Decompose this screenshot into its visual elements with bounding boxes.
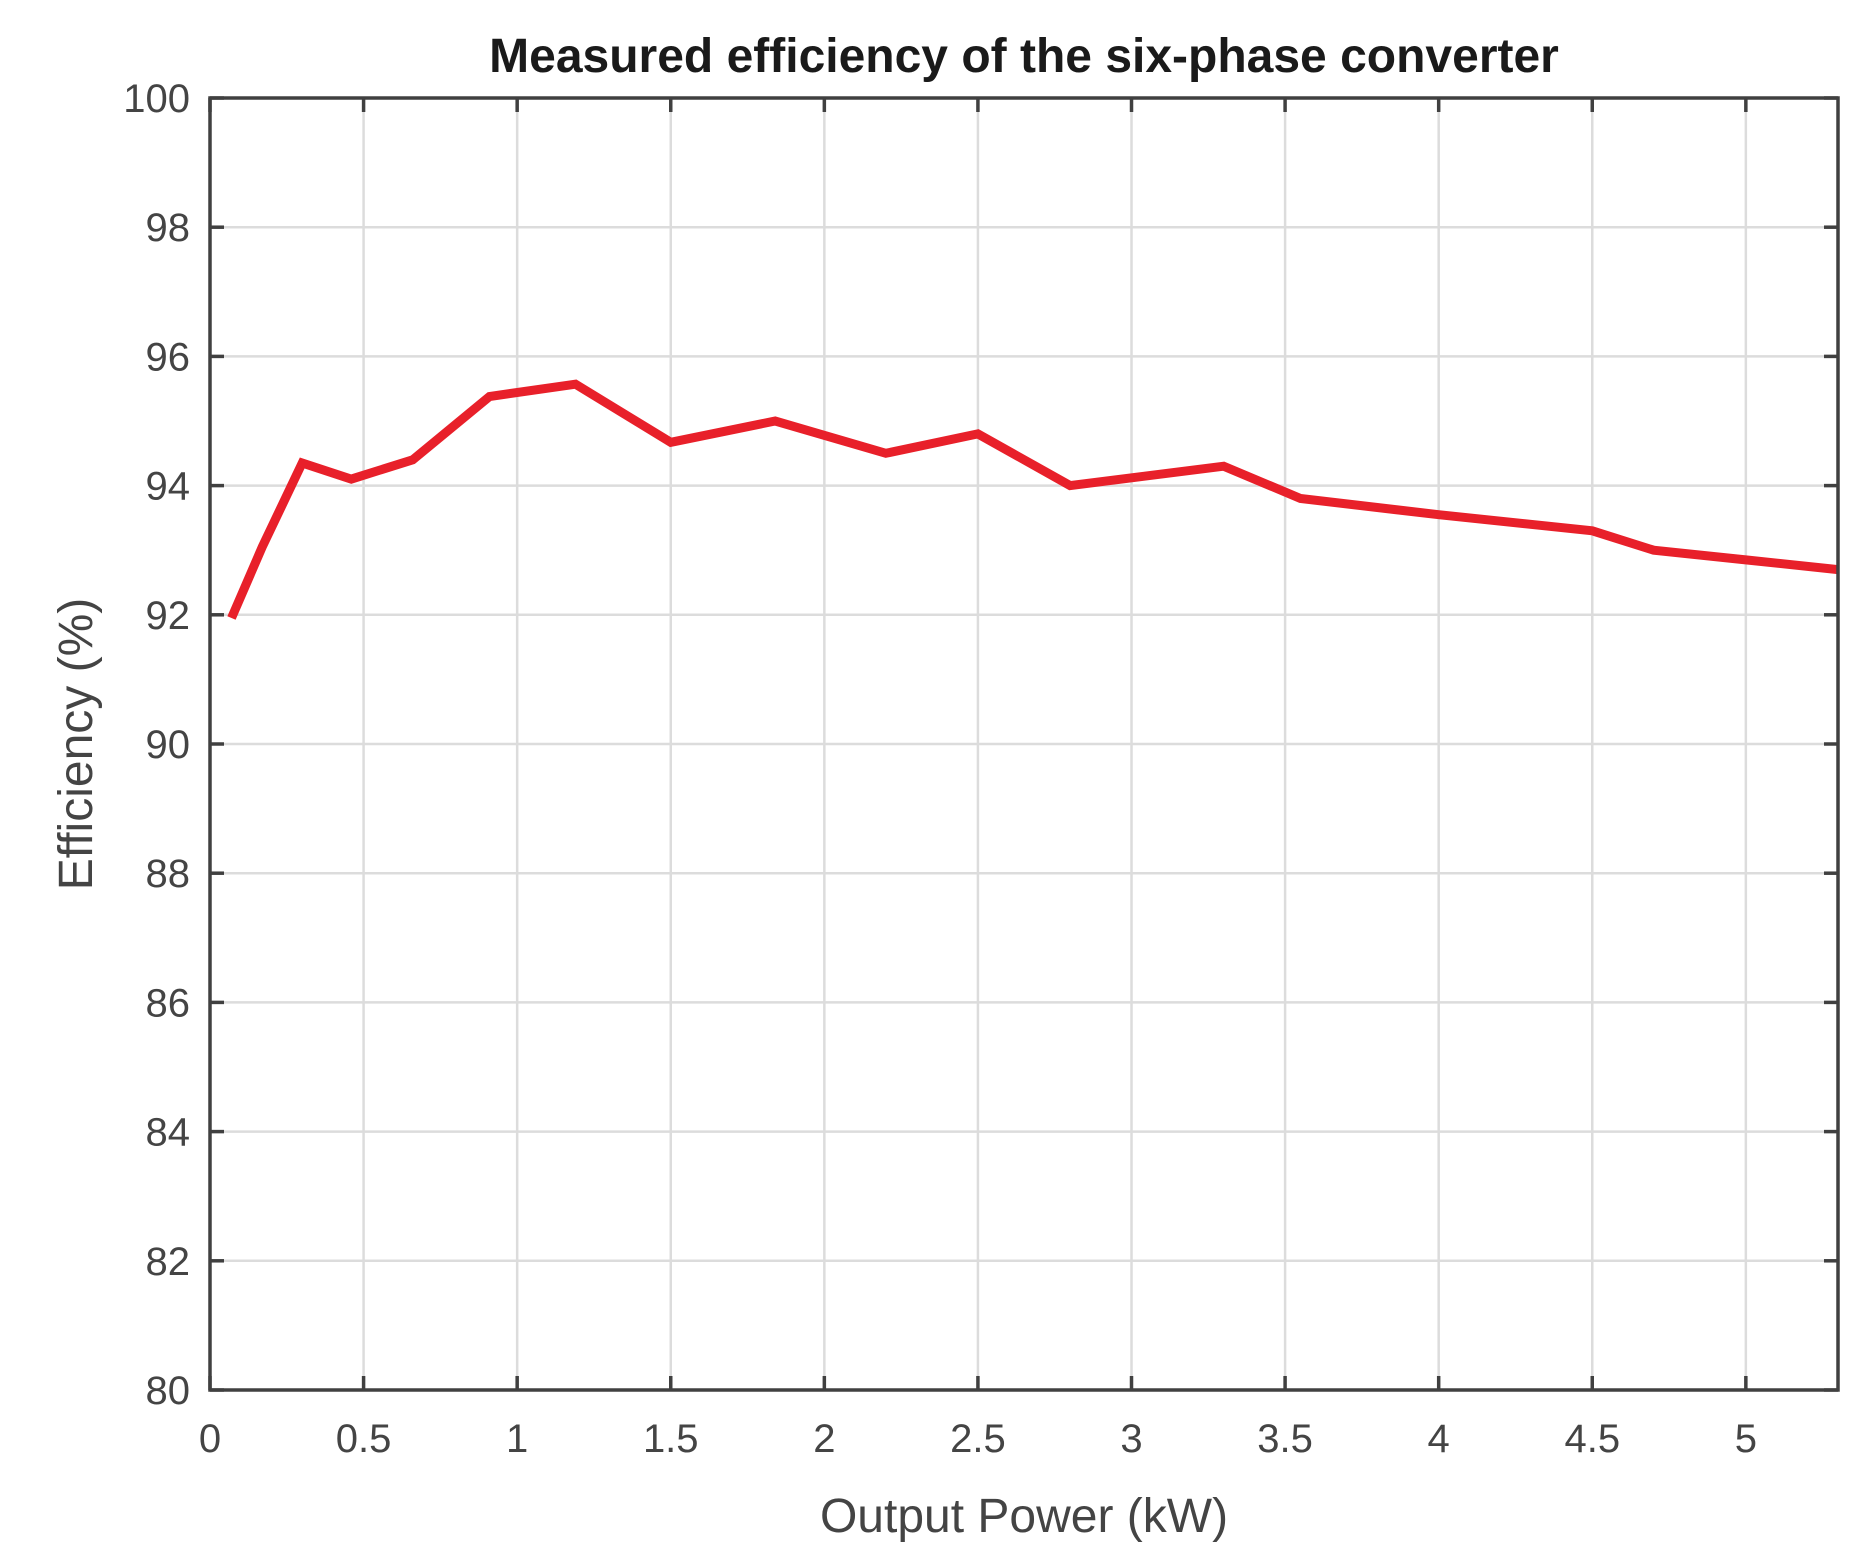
y-tick-label: 90 — [146, 723, 191, 767]
x-tick-labels: 0 0.5 1 1.5 2 2.5 3 3.5 4 4.5 5 — [199, 1417, 1757, 1461]
x-tick-label: 2.5 — [950, 1417, 1006, 1461]
series-layer — [227, 379, 1839, 620]
y-tick-label: 88 — [146, 852, 191, 896]
y-tick-labels: 80 82 84 86 88 90 92 94 96 98 100 — [123, 77, 190, 1413]
x-tick-label: 1 — [506, 1417, 528, 1461]
y-tick-label: 94 — [146, 465, 191, 509]
x-tick-label: 0 — [199, 1417, 221, 1461]
y-tick-label: 100 — [123, 77, 190, 121]
efficiency-series-line — [227, 379, 1839, 620]
y-tick-label: 82 — [146, 1240, 191, 1284]
x-tick-label: 2 — [813, 1417, 835, 1461]
x-tick-label: 5 — [1735, 1417, 1757, 1461]
y-tick-label: 96 — [146, 335, 191, 379]
x-tick-label: 4 — [1428, 1417, 1450, 1461]
x-tick-label: 0.5 — [336, 1417, 392, 1461]
y-tick-label: 98 — [146, 206, 191, 250]
y-tick-label: 86 — [146, 981, 191, 1025]
x-tick-label: 1.5 — [643, 1417, 699, 1461]
x-axis-label: Output Power (kW) — [820, 1490, 1228, 1543]
y-tick-label: 92 — [146, 594, 191, 638]
x-tick-label: 3.5 — [1257, 1417, 1313, 1461]
y-tick-label: 80 — [146, 1369, 191, 1413]
axis-ticks — [208, 96, 1838, 1392]
y-axis-label: Efficiency (%) — [50, 598, 103, 891]
chart-title: Measured efficiency of the six-phase con… — [489, 30, 1559, 83]
x-tick-label: 4.5 — [1564, 1417, 1620, 1461]
x-tick-label: 3 — [1120, 1417, 1142, 1461]
y-tick-label: 84 — [146, 1111, 191, 1155]
